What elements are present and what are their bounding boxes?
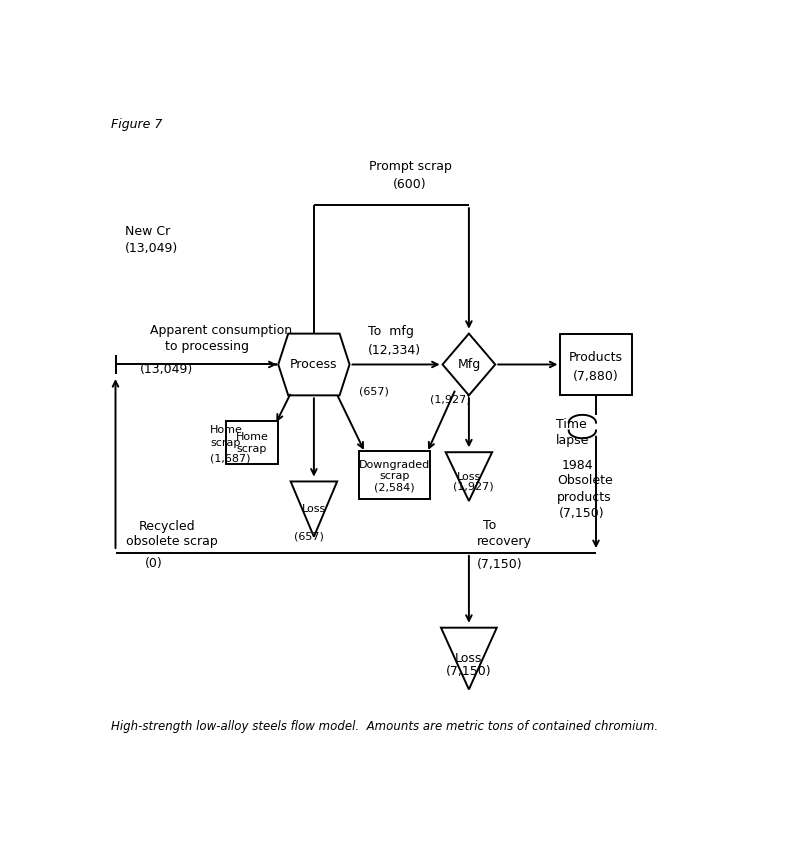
Polygon shape (446, 452, 492, 501)
Text: Loss: Loss (455, 652, 482, 665)
Text: Downgraded: Downgraded (359, 460, 430, 470)
Text: To: To (483, 519, 497, 533)
Text: Home: Home (210, 425, 243, 435)
Text: 1984: 1984 (562, 458, 594, 472)
Text: (7,150): (7,150) (558, 507, 605, 521)
Text: Prompt scrap: Prompt scrap (369, 160, 451, 173)
Bar (359, 451, 430, 500)
Text: (600): (600) (393, 178, 427, 191)
Text: New Cr: New Cr (125, 225, 170, 238)
Text: (1,927): (1,927) (454, 481, 494, 491)
Text: scrap: scrap (237, 444, 267, 454)
Text: scrap: scrap (379, 471, 410, 481)
Text: Apparent consumption: Apparent consumption (150, 323, 292, 337)
Text: Process: Process (290, 358, 338, 371)
Text: Figure 7: Figure 7 (111, 117, 162, 131)
Text: Loss: Loss (302, 504, 326, 514)
Text: recovery: recovery (477, 535, 532, 549)
Text: Recycled: Recycled (138, 520, 195, 533)
Text: (0): (0) (145, 558, 162, 571)
Text: obsolete scrap: obsolete scrap (126, 535, 218, 549)
Text: High-strength low-alloy steels flow model.  Amounts are metric tons of contained: High-strength low-alloy steels flow mode… (111, 720, 658, 733)
Text: Products: Products (569, 351, 623, 365)
Text: Mfg: Mfg (458, 358, 481, 371)
Bar (226, 421, 278, 463)
Polygon shape (290, 481, 337, 537)
Text: (13,049): (13,049) (125, 242, 178, 255)
Text: To  mfg: To mfg (368, 326, 414, 338)
Bar (560, 333, 632, 395)
Text: (657): (657) (358, 387, 389, 397)
Text: lapse: lapse (556, 434, 589, 447)
Text: Obsolete: Obsolete (557, 474, 613, 487)
Text: (2,584): (2,584) (374, 483, 415, 493)
Polygon shape (442, 333, 495, 395)
Text: to processing: to processing (165, 340, 249, 353)
Text: (1,927): (1,927) (430, 395, 470, 405)
Text: products: products (557, 490, 611, 504)
Text: Home: Home (235, 432, 268, 442)
Text: (12,334): (12,334) (368, 344, 421, 357)
Text: scrap: scrap (210, 438, 241, 447)
Text: (1,687): (1,687) (210, 453, 251, 463)
Text: (13,049): (13,049) (140, 363, 194, 376)
Text: Loss: Loss (457, 472, 481, 482)
Text: (7,880): (7,880) (573, 370, 619, 382)
Polygon shape (278, 333, 350, 395)
Polygon shape (441, 628, 497, 690)
Text: (657): (657) (294, 532, 324, 542)
Text: (7,150): (7,150) (477, 558, 522, 571)
Text: (7,150): (7,150) (446, 665, 492, 678)
Text: Time: Time (556, 419, 586, 431)
